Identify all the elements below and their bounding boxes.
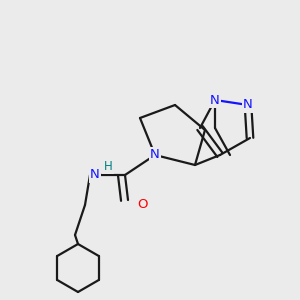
- Text: N: N: [90, 169, 100, 182]
- Text: N: N: [210, 94, 220, 106]
- Text: N: N: [150, 148, 160, 161]
- Text: H: H: [103, 160, 112, 172]
- Text: O: O: [138, 199, 148, 212]
- Text: N: N: [243, 98, 253, 112]
